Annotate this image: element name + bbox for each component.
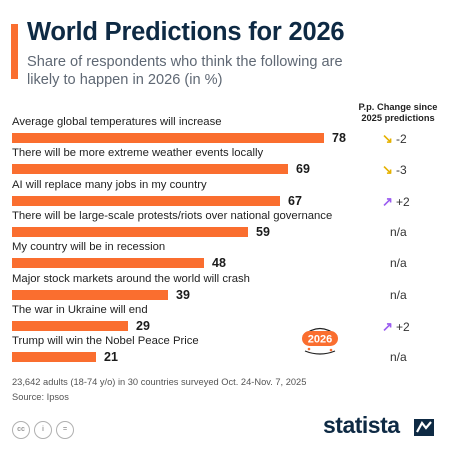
arrow-up-right-icon: ↗: [382, 193, 393, 209]
change-cell: ↗ +2: [382, 194, 422, 210]
change-value: -3: [396, 163, 407, 178]
category-label: My country will be in recession: [12, 241, 166, 254]
change-value: n/a: [390, 256, 407, 271]
bar-value-label: 69: [296, 162, 310, 177]
by-icon[interactable]: i: [34, 421, 52, 439]
change-cell: ↗ +2: [382, 319, 422, 335]
source-note: Source: Ipsos: [12, 392, 69, 402]
arrow-up-right-icon: ↗: [382, 318, 393, 334]
change-value: +2: [396, 319, 410, 334]
year-badge-icon: 2026: [302, 327, 338, 355]
bar: [12, 164, 288, 175]
category-label: Trump will win the Nobel Peace Price: [12, 335, 199, 348]
cc-icon[interactable]: cc: [12, 421, 30, 439]
statista-logo-icon: [414, 419, 434, 436]
change-value: n/a: [390, 350, 407, 365]
bar: [12, 226, 248, 237]
chart-title: World Predictions for 2026: [27, 18, 345, 46]
change-cell: n/a: [390, 256, 430, 270]
arrow-down-right-icon: ↘: [382, 131, 393, 146]
change-cell: ↘ -2: [382, 131, 422, 147]
license-icons: cc i =: [12, 418, 78, 439]
category-label: Average global temperatures will increas…: [12, 116, 222, 128]
statista-logo[interactable]: statista: [323, 412, 400, 438]
change-value: n/a: [390, 224, 407, 239]
survey-footnote: 23,642 adults (18-74 y/o) in 30 countrie…: [12, 377, 307, 387]
category-label: There will be large-scale protests/riots…: [12, 209, 333, 222]
change-cell: ↘ -3: [382, 162, 422, 178]
bar-value-label: 39: [176, 287, 190, 302]
bar-value-label: 78: [332, 131, 346, 145]
bar: [12, 195, 280, 206]
bar-value-label: 48: [212, 256, 226, 271]
bar: [12, 352, 96, 363]
bar-value-label: 29: [136, 318, 150, 333]
change-value: +2: [396, 194, 410, 209]
change-value: n/a: [390, 287, 407, 302]
change-value: -2: [396, 132, 407, 146]
bar-value-label: 21: [104, 350, 118, 365]
category-label: There will be more extreme weather event…: [12, 147, 264, 160]
change-cell: n/a: [390, 288, 430, 302]
change-cell: n/a: [390, 225, 430, 239]
nd-icon[interactable]: =: [56, 421, 74, 439]
bar-value-label: 67: [288, 193, 302, 208]
year-badge-text: 2026: [308, 334, 332, 346]
bar: [12, 320, 128, 331]
bar-value-label: 59: [256, 224, 270, 239]
title-accent-bar: [11, 24, 18, 79]
category-label: The war in Ukraine will end: [12, 303, 148, 316]
arrow-down-right-icon: ↘: [382, 162, 393, 178]
bar: [12, 258, 204, 269]
category-label: Major stock markets around the world wil…: [12, 272, 250, 285]
bar: [12, 289, 168, 300]
category-label: AI will replace many jobs in my country: [12, 178, 207, 191]
chart-subtitle: Share of respondents who think the follo…: [27, 54, 343, 88]
change-column-header: P.p. Change since 2025 predictions: [358, 102, 438, 123]
bar: [12, 133, 324, 143]
change-cell: n/a: [390, 350, 430, 364]
